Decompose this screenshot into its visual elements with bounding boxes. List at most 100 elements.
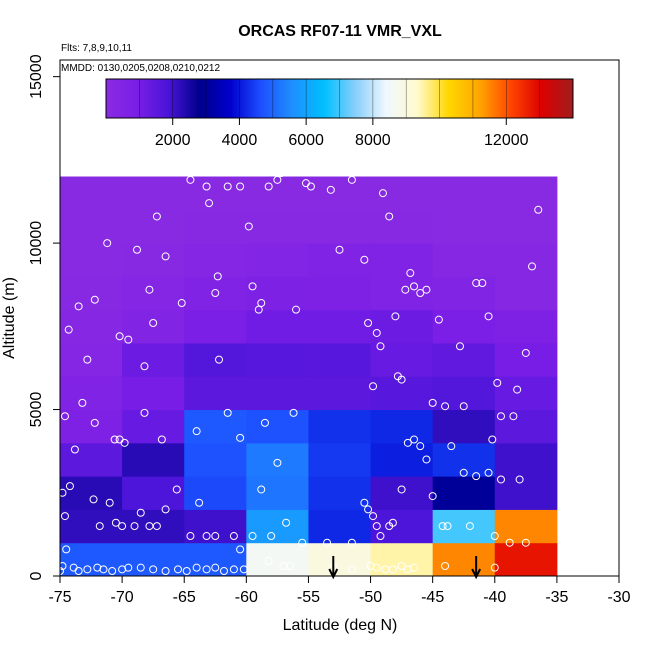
data-point xyxy=(202,565,211,574)
colorbar: 2000 4000 6000 8000 12000 xyxy=(105,78,574,149)
data-point xyxy=(434,315,443,324)
dates-note: MMDD: 0130,0205,0208,0210,0212 xyxy=(61,63,220,74)
data-point xyxy=(244,222,253,231)
heatmap-cell xyxy=(494,276,558,311)
data-point xyxy=(254,305,263,314)
heatmap-cell xyxy=(308,276,372,311)
data-point xyxy=(422,455,431,464)
data-point xyxy=(223,408,232,417)
heatmap-cell xyxy=(60,509,123,544)
colorbar-ticks: 2000 4000 6000 8000 12000 xyxy=(139,79,540,149)
data-point xyxy=(118,522,127,531)
data-point xyxy=(83,565,92,574)
heatmap-cell xyxy=(494,309,558,344)
colorbar-tick-label: 6000 xyxy=(288,132,324,149)
data-point xyxy=(161,505,170,514)
data-point xyxy=(306,182,315,191)
heatmap-cell xyxy=(370,243,434,277)
data-point xyxy=(70,445,79,454)
x-tick-label: -50 xyxy=(359,589,382,606)
flights-note: Flts: 7,8,9,10,11 xyxy=(61,43,132,54)
data-point xyxy=(205,199,214,208)
heatmap-cell xyxy=(246,209,309,244)
data-point xyxy=(509,412,518,421)
arrow-marks xyxy=(328,556,482,580)
heatmap-cell xyxy=(122,476,185,510)
data-point xyxy=(335,245,344,254)
data-point xyxy=(285,562,294,571)
data-point xyxy=(515,475,524,484)
data-point xyxy=(103,239,112,248)
data-point xyxy=(215,355,224,364)
colorbar-tick-label: 8000 xyxy=(355,132,391,149)
data-point xyxy=(202,182,211,191)
heatmap-cell xyxy=(308,176,372,211)
data-point xyxy=(410,563,419,572)
x-tick-label: -65 xyxy=(173,589,196,606)
x-tick-label: -55 xyxy=(297,589,320,606)
heatmap-cell xyxy=(122,409,185,444)
y-tick-label: 0 xyxy=(28,571,45,580)
data-point xyxy=(416,289,425,298)
heatmap-cell xyxy=(308,376,372,411)
heatmap-cell xyxy=(432,342,496,377)
x-tick-label: -35 xyxy=(545,589,568,606)
data-point xyxy=(186,532,195,541)
data-point xyxy=(372,328,381,337)
data-point xyxy=(459,402,468,411)
heatmap-cell xyxy=(494,176,558,211)
heatmap-cell xyxy=(432,376,496,411)
y-tick-label: 10000 xyxy=(28,221,45,266)
heatmap-cell xyxy=(432,509,496,544)
heatmap-cell xyxy=(432,542,496,577)
data-point xyxy=(149,318,158,327)
data-point xyxy=(289,408,298,417)
data-point xyxy=(90,295,99,304)
heatmap-cell xyxy=(370,409,434,444)
data-point xyxy=(410,282,419,291)
data-point xyxy=(484,312,493,321)
data-point xyxy=(521,538,530,547)
data-point xyxy=(369,512,378,521)
heatmap-cells xyxy=(60,176,558,577)
data-point xyxy=(403,438,412,447)
x-tick-label: -60 xyxy=(235,589,258,606)
data-point xyxy=(496,412,505,421)
data-point xyxy=(534,205,543,214)
heatmap-cell xyxy=(432,409,496,444)
heatmap-cell xyxy=(494,209,558,244)
heatmap-cell xyxy=(184,209,247,244)
y-axis: 0 5000 10000 15000 xyxy=(28,54,61,580)
data-point xyxy=(282,518,291,527)
heatmap-cell xyxy=(184,376,247,411)
heatmap-cell xyxy=(370,309,434,344)
data-point xyxy=(279,562,288,571)
heatmap-cell xyxy=(308,309,372,344)
data-point xyxy=(136,508,145,517)
heatmap-cell xyxy=(184,442,247,477)
data-point xyxy=(292,305,301,314)
data-point xyxy=(236,545,245,554)
data-point xyxy=(369,382,378,391)
heatmap-cell xyxy=(184,409,247,444)
data-point xyxy=(213,272,222,281)
heatmap-cell xyxy=(246,376,309,411)
x-tick-label: -75 xyxy=(48,589,71,606)
data-point xyxy=(152,522,161,531)
heatmap-cell xyxy=(432,476,496,510)
heatmap-cell xyxy=(246,542,309,577)
heatmap-cell xyxy=(494,542,558,577)
data-point xyxy=(115,332,124,341)
heatmap-cell xyxy=(370,542,434,577)
data-point xyxy=(219,567,228,576)
heatmap-cell xyxy=(246,342,309,377)
data-point xyxy=(397,375,406,384)
data-point xyxy=(202,532,211,541)
data-point xyxy=(528,262,537,271)
heatmap-cell xyxy=(184,309,247,344)
data-point xyxy=(140,408,149,417)
data-point xyxy=(229,532,238,541)
data-point xyxy=(447,442,456,451)
data-point xyxy=(172,485,181,494)
heatmap-cell xyxy=(370,209,434,244)
